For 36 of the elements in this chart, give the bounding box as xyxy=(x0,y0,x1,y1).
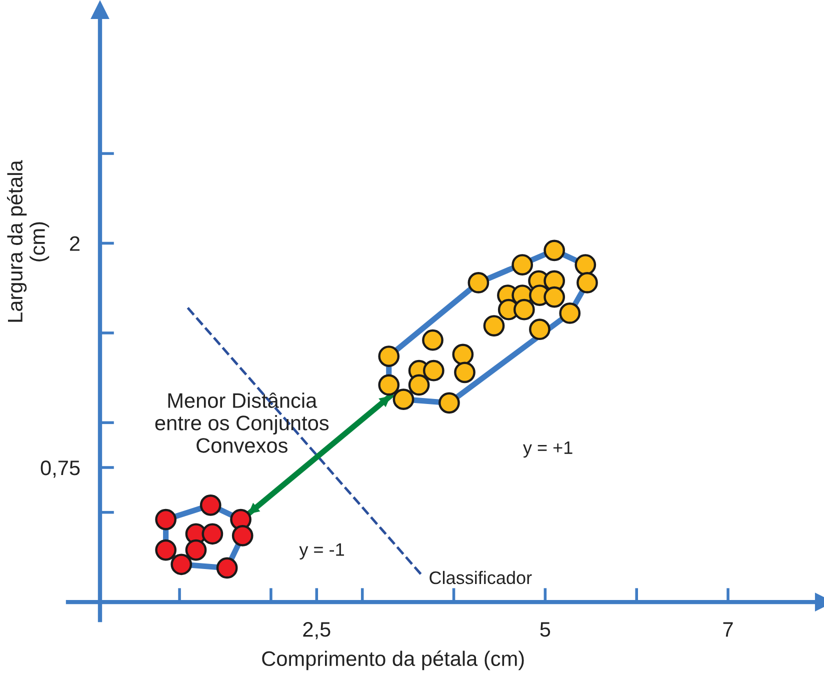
y-tick-label: 2 xyxy=(70,236,80,251)
point xyxy=(513,298,535,320)
point xyxy=(378,346,400,367)
point xyxy=(392,388,414,410)
x-tick-label: 5 xyxy=(540,622,550,637)
point xyxy=(574,254,596,276)
point xyxy=(529,318,550,340)
point xyxy=(216,557,238,579)
point xyxy=(452,344,474,366)
series-label: Classificador xyxy=(430,570,532,584)
x-tick-label: 7 xyxy=(723,622,733,637)
point xyxy=(544,286,566,308)
point xyxy=(170,554,192,576)
point xyxy=(200,494,222,516)
annotation: y = +1 xyxy=(523,441,572,458)
point xyxy=(408,374,430,396)
point xyxy=(422,360,444,382)
point xyxy=(483,315,505,336)
point xyxy=(422,329,444,351)
point xyxy=(512,254,534,276)
point xyxy=(155,539,176,561)
y-axis-title: Largura da pétala (cm) xyxy=(6,160,50,322)
point xyxy=(438,392,460,414)
annotation: y = -1 xyxy=(299,543,344,560)
point xyxy=(185,539,207,561)
point xyxy=(559,302,581,324)
point xyxy=(576,272,598,294)
point xyxy=(155,508,176,530)
point xyxy=(454,362,476,384)
y-tick-label: 0,75 xyxy=(40,460,80,478)
x-axis-title: Comprimento da pétala (cm) xyxy=(262,650,524,670)
point xyxy=(468,272,490,294)
point xyxy=(378,374,400,396)
point xyxy=(544,240,566,262)
x-tick-label: 2,5 xyxy=(303,622,330,640)
point xyxy=(232,524,254,546)
